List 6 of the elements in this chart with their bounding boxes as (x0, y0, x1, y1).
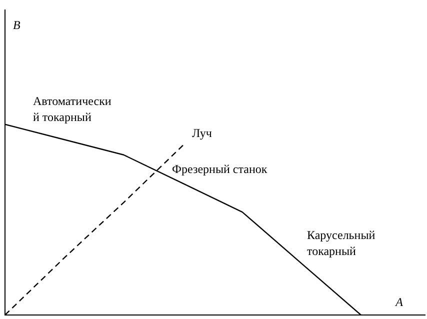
x-axis-title: A (394, 295, 404, 310)
text: B (13, 18, 21, 32)
text: Автоматически й токарный (33, 94, 112, 124)
annotation: Карусельный токарный (307, 228, 376, 258)
annotation: Фрезерный станок (172, 162, 268, 176)
annotation: Луч (192, 126, 212, 140)
